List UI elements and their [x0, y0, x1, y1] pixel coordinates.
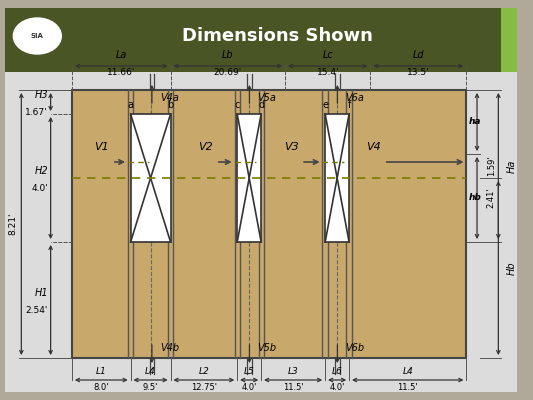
Text: V1: V1: [94, 142, 109, 152]
Text: 12.75': 12.75': [191, 383, 217, 392]
Bar: [237, 114, 261, 242]
Text: V4b: V4b: [160, 343, 179, 353]
Text: L2: L2: [198, 367, 209, 376]
Text: ha: ha: [469, 118, 481, 126]
Text: 2.54': 2.54': [26, 306, 48, 315]
Text: b: b: [167, 100, 174, 110]
Circle shape: [13, 18, 61, 54]
Text: hb: hb: [469, 194, 482, 202]
Text: V5a: V5a: [257, 93, 276, 103]
Text: Ha: Ha: [506, 159, 516, 173]
Text: La: La: [116, 50, 127, 60]
Text: Dimensions Shown: Dimensions Shown: [182, 27, 373, 45]
Text: V6a: V6a: [345, 93, 364, 103]
Bar: [5, 8, 517, 72]
Text: a: a: [127, 100, 134, 110]
Text: 2.41': 2.41': [487, 188, 496, 208]
Text: L4: L4: [402, 367, 413, 376]
Text: 20.69': 20.69': [214, 68, 242, 77]
Text: f: f: [348, 100, 351, 110]
Text: H2: H2: [34, 166, 48, 176]
Bar: [72, 90, 466, 358]
Text: 1.67': 1.67': [26, 108, 48, 117]
Text: 4.0': 4.0': [241, 383, 257, 392]
Text: V5b: V5b: [257, 343, 277, 353]
Text: V4: V4: [366, 142, 381, 152]
Text: 13.5': 13.5': [407, 68, 430, 77]
Text: 11.66': 11.66': [107, 68, 135, 77]
Text: 8.21': 8.21': [8, 213, 17, 235]
Text: 11.5': 11.5': [283, 383, 303, 392]
Text: 4.0': 4.0': [31, 184, 48, 193]
Text: L5: L5: [244, 367, 255, 376]
Text: V3: V3: [284, 142, 298, 152]
Text: c: c: [235, 100, 240, 110]
Text: 1.59': 1.59': [487, 156, 496, 176]
Text: L1: L1: [96, 367, 107, 376]
Text: H1: H1: [34, 288, 48, 298]
Text: SIA: SIA: [31, 33, 44, 39]
Bar: [131, 114, 171, 242]
Text: L6: L6: [332, 367, 343, 376]
Text: Lb: Lb: [222, 50, 233, 60]
Text: Lc: Lc: [322, 50, 333, 60]
Text: V6b: V6b: [345, 343, 365, 353]
Text: d: d: [258, 100, 264, 110]
Bar: [501, 8, 517, 72]
Text: Ld: Ld: [413, 50, 424, 60]
Text: 8.0': 8.0': [93, 383, 109, 392]
Bar: [325, 114, 349, 242]
Text: L3: L3: [288, 367, 298, 376]
Text: 4.0': 4.0': [329, 383, 345, 392]
Text: Hb: Hb: [506, 261, 516, 275]
Text: e: e: [322, 100, 328, 110]
Text: L4: L4: [145, 367, 156, 376]
Text: 9.5': 9.5': [143, 383, 158, 392]
Text: V2: V2: [198, 142, 213, 152]
Text: 11.5': 11.5': [398, 383, 418, 392]
Text: 15.4': 15.4': [317, 68, 339, 77]
Text: V4a: V4a: [160, 93, 179, 103]
Text: H3: H3: [34, 90, 48, 100]
